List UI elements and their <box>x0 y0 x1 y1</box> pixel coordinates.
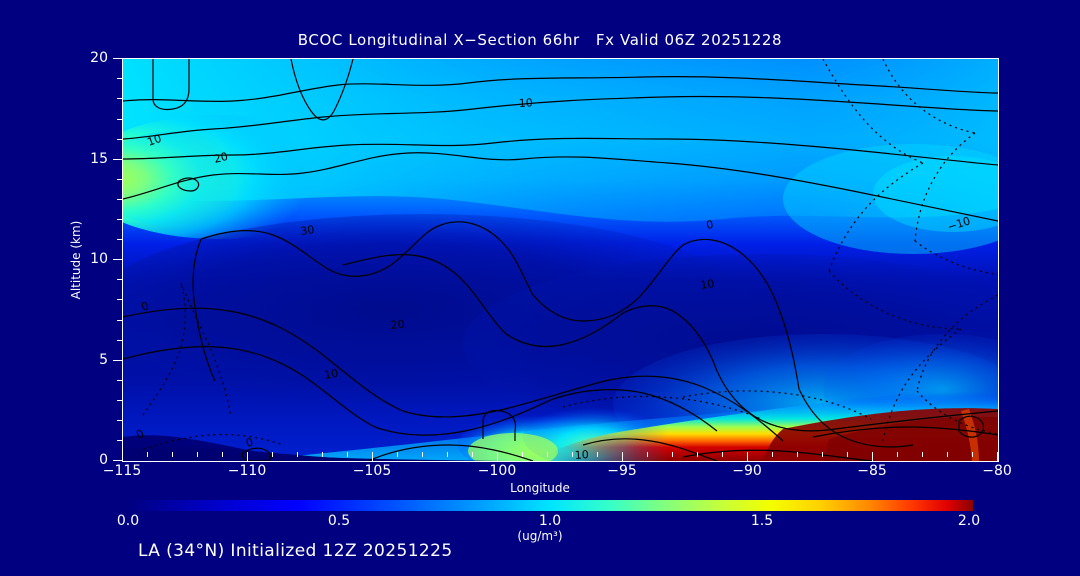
y-tick-major <box>113 159 122 160</box>
contour-label: 30 <box>300 223 316 238</box>
x-tick-label: −80 <box>982 463 1012 479</box>
contour-label: 10 <box>574 448 589 461</box>
y-tick-major <box>113 58 122 59</box>
contour-label: 0 <box>140 299 151 314</box>
y-tick-label: 15 <box>90 151 108 167</box>
colorbar-tick-label: 1.5 <box>750 513 774 529</box>
x-tick-label: −90 <box>732 463 762 479</box>
colorbar-gradient <box>128 500 973 511</box>
x-axis-title: Longitude <box>510 481 570 495</box>
colorbar-units: (ug/m³) <box>517 529 563 543</box>
plot-area[interactable]: 10 20 10 30 20 10 0 0 10 0 −10 0 10 <box>122 58 999 462</box>
contour-label: 10 <box>700 277 716 292</box>
contour-label: 10 <box>146 132 164 149</box>
contour-label: 20 <box>390 318 405 332</box>
x-tick-label: −100 <box>477 463 517 479</box>
x-tick-label: −110 <box>227 463 267 479</box>
colorbar-tick-label: 2.0 <box>957 513 981 529</box>
contour-label: 0 <box>705 218 714 232</box>
x-tick-label: −105 <box>352 463 392 479</box>
y-axis-title: Altitude (km) <box>69 220 83 300</box>
contour-label: 10 <box>518 96 533 110</box>
y-tick-label: 10 <box>90 251 108 267</box>
colorbar-tick-label: 0.0 <box>116 513 140 529</box>
x-tick-label: −95 <box>607 463 637 479</box>
contour-lines-dashed <box>142 59 998 450</box>
y-tick-major <box>113 460 122 461</box>
y-tick-major <box>113 360 122 361</box>
contour-label: 20 <box>213 150 230 166</box>
colorbar-tick-label: 1.0 <box>538 513 562 529</box>
y-tick-major <box>113 259 122 260</box>
x-tick-label: −85 <box>857 463 887 479</box>
y-tick-label: 5 <box>99 352 108 368</box>
colorbar-tick-label: 0.5 <box>327 513 351 529</box>
figure-caption: LA (34°N) Initialized 12Z 20251225 <box>138 541 453 561</box>
y-tick-label: 0 <box>99 452 108 468</box>
page-title: BCOC Longitudinal X−Section 66hr Fx Vali… <box>297 31 783 49</box>
y-tick-label: 20 <box>90 50 108 66</box>
contour-lines-solid <box>123 59 998 461</box>
contour-label: 0 <box>245 436 255 450</box>
x-tick-label: −115 <box>102 463 142 479</box>
cross-section-image: 10 20 10 30 20 10 0 0 10 0 −10 0 10 <box>123 59 998 461</box>
colorbar[interactable] <box>128 500 973 511</box>
contour-label: 10 <box>323 367 339 382</box>
